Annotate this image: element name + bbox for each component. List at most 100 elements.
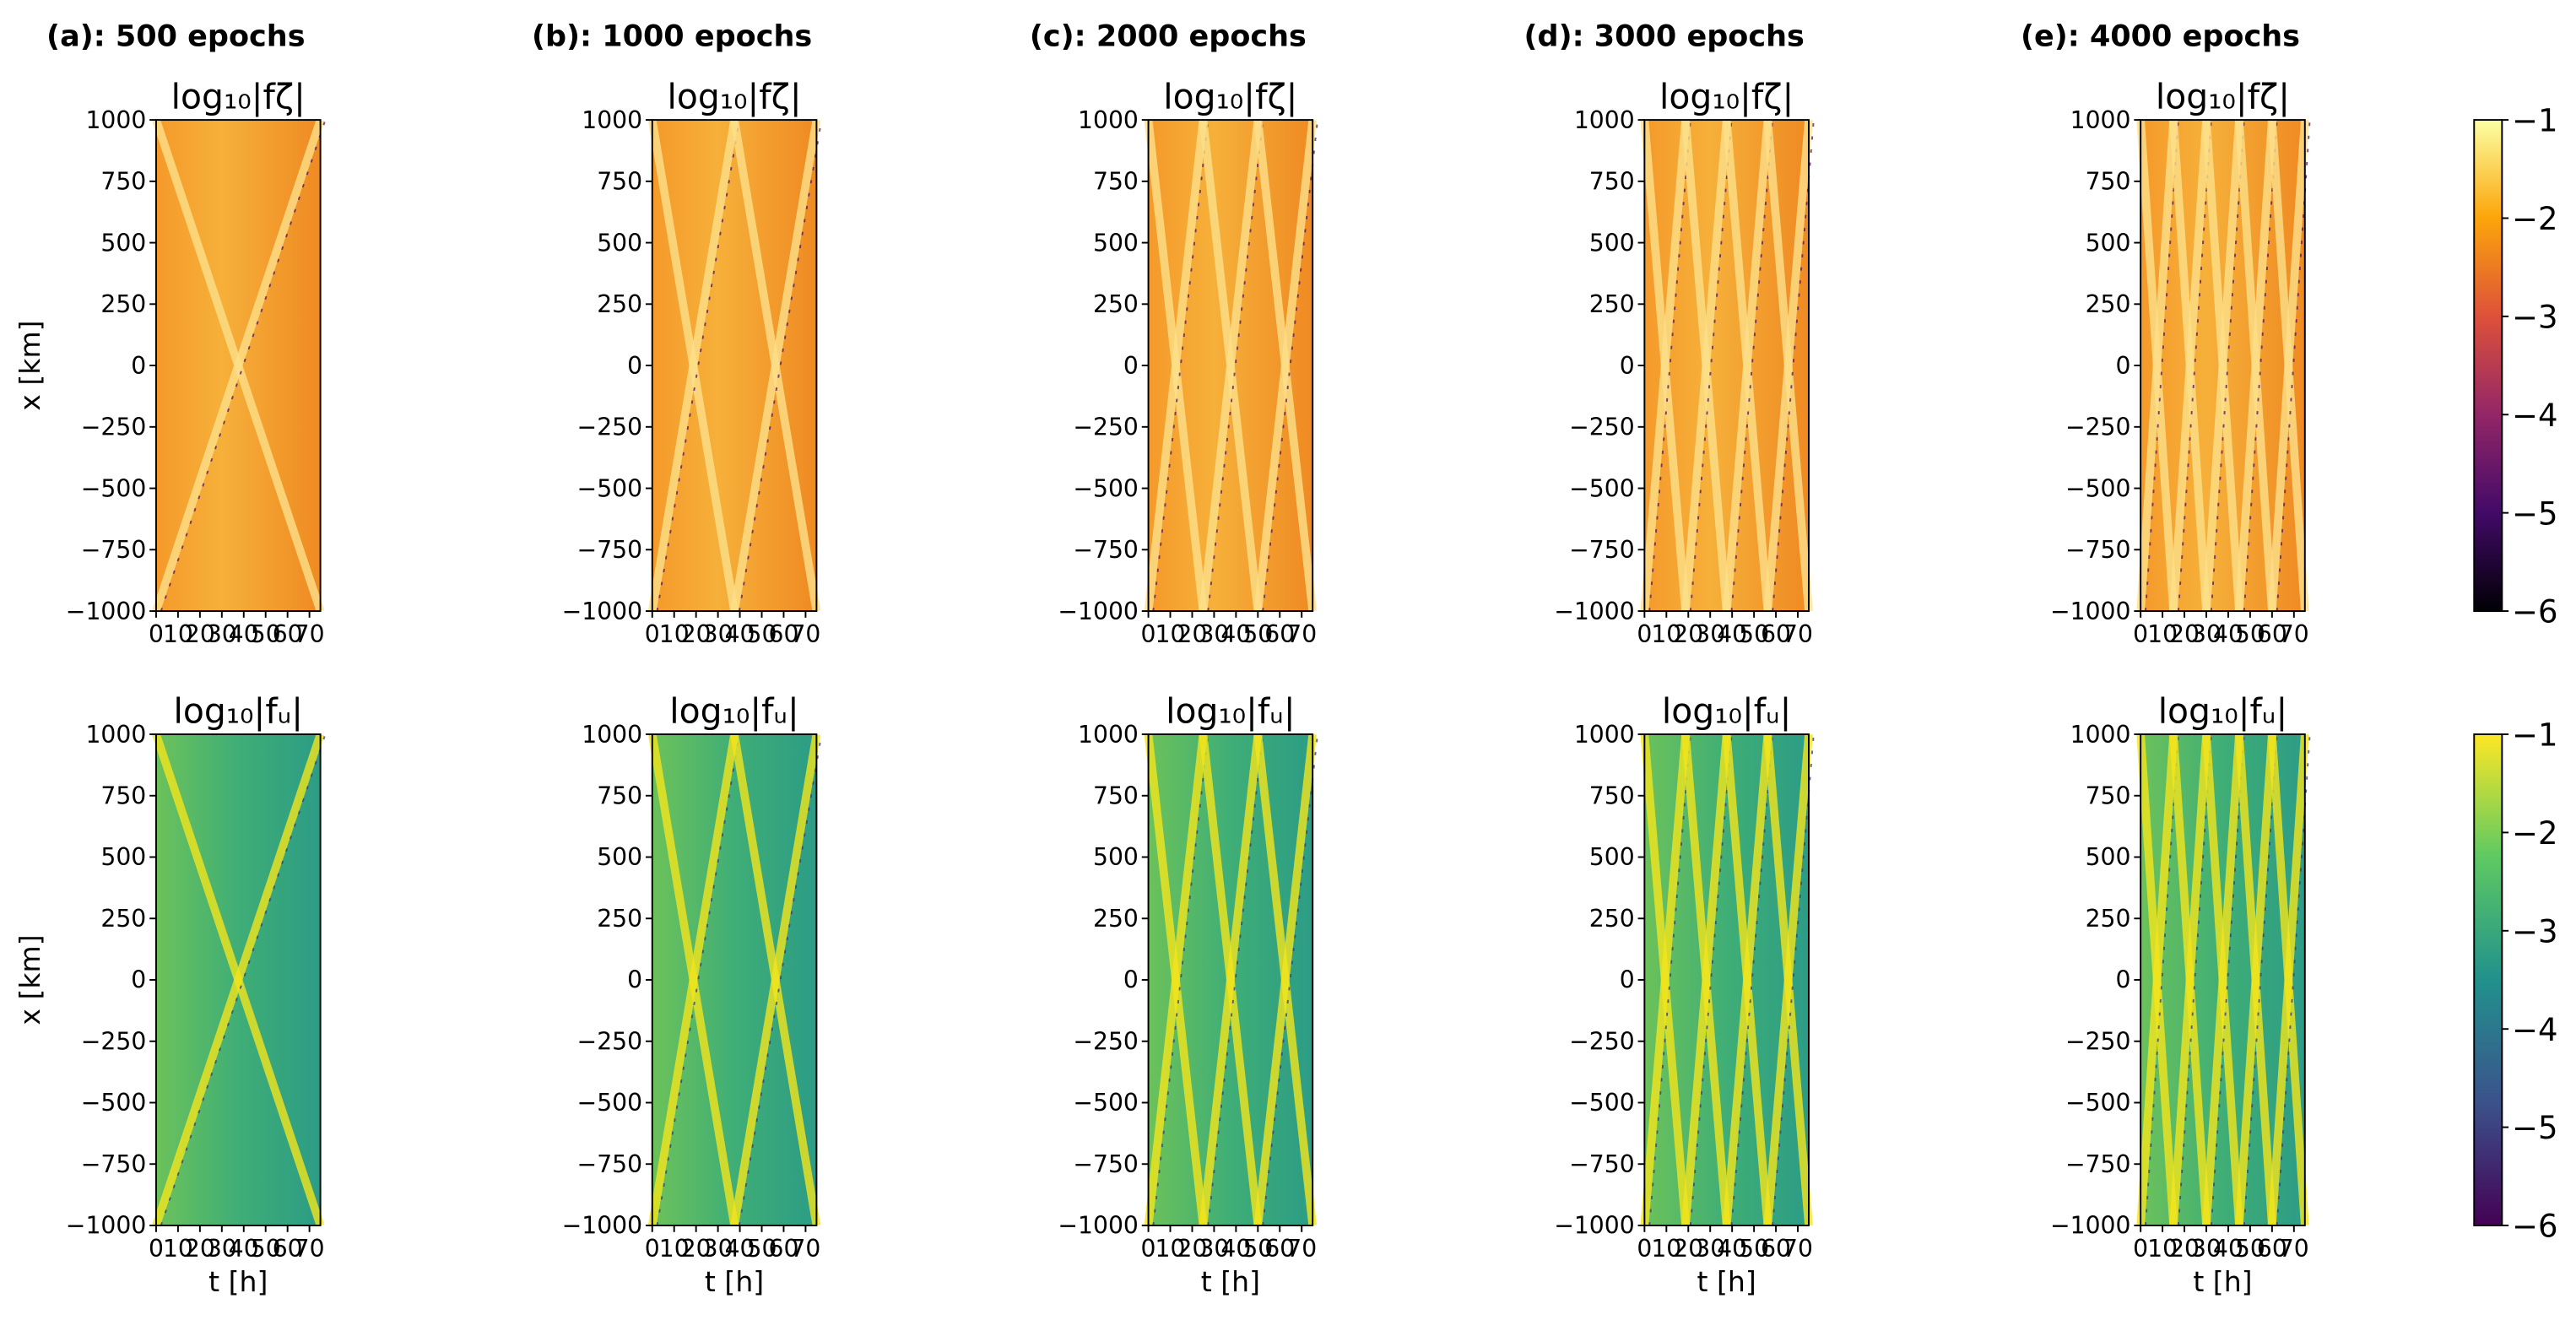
y-tick-label: −750 — [2065, 1150, 2131, 1178]
x-tick-label: 70 — [1286, 1235, 1317, 1263]
x-tick-label: 60 — [273, 1235, 303, 1263]
y-tick-label: 250 — [597, 290, 642, 318]
x-tick-label: 30 — [2191, 1235, 2222, 1263]
x-tick-label: 40 — [229, 1235, 259, 1263]
y-tick-label: −250 — [81, 1027, 147, 1055]
colorbar-tick-label: −4 — [2512, 1012, 2558, 1048]
field-stripe — [2268, 119, 2309, 612]
y-tick-label: −1000 — [1554, 598, 1634, 625]
panel-label: (a): 500 epochs — [46, 19, 306, 53]
x-tick-label: 50 — [747, 1235, 777, 1263]
field-pattern — [647, 733, 823, 1226]
y-tick-label: −750 — [1569, 536, 1635, 564]
y-tick-label: 500 — [2086, 229, 2131, 257]
y-tick-label: 1000 — [85, 106, 146, 134]
x-tick-label: 50 — [1739, 1235, 1769, 1263]
y-tick-label: −1000 — [66, 1212, 146, 1240]
y-tick-label: −500 — [81, 1089, 147, 1117]
field-stripe — [1640, 733, 1690, 1226]
x-tick-label: 50 — [747, 620, 777, 648]
y-tick-label: −750 — [577, 536, 643, 564]
x-tick-label: 20 — [185, 620, 215, 648]
x-axis-label: t [h] — [208, 1265, 268, 1298]
y-tick-label: 1000 — [1078, 106, 1139, 134]
x-tick-label: 60 — [273, 620, 303, 648]
panel-label: (d): 3000 epochs — [1524, 19, 1805, 53]
y-tick-label: 0 — [131, 966, 146, 994]
y-tick-label: 1000 — [582, 721, 642, 749]
field-stripe — [2169, 119, 2211, 612]
field-stripe — [1722, 733, 1772, 1226]
colorbar-tick-label: −2 — [2512, 815, 2558, 852]
colorbar-tick-label: −1 — [2512, 103, 2558, 139]
y-tick-label: 1000 — [2070, 106, 2131, 134]
x-tick-label: 0 — [1637, 1235, 1652, 1263]
x-tick-label: 60 — [769, 620, 799, 648]
x-tick-label: 10 — [659, 1235, 690, 1263]
y-tick-label: −1000 — [66, 598, 146, 625]
y-tick-label: 1000 — [85, 721, 146, 749]
field-stripe — [647, 119, 739, 612]
x-tick-label: 40 — [725, 1235, 755, 1263]
field-pattern — [2136, 119, 2311, 612]
y-tick-label: −1000 — [2050, 598, 2130, 625]
x-tick-label: 30 — [207, 620, 237, 648]
x-tick-label: 60 — [2257, 620, 2287, 648]
field-stripe — [1640, 119, 1690, 612]
y-tick-label: 500 — [1589, 843, 1635, 871]
subplot-title: log₁₀|fζ| — [1163, 76, 1297, 116]
x-tick-label: 50 — [2235, 620, 2265, 648]
field-stripe — [2136, 733, 2178, 1226]
y-tick-label: 750 — [100, 782, 146, 809]
field-pattern — [1144, 733, 1319, 1226]
y-tick-label: 250 — [1093, 290, 1139, 318]
colorbar-tick-label: −2 — [2512, 201, 2558, 237]
x-tick-label: 30 — [1199, 620, 1229, 648]
x-tick-label: 20 — [681, 620, 712, 648]
x-tick-label: 10 — [163, 1235, 193, 1263]
y-tick-label: 0 — [1620, 966, 1635, 994]
x-tick-label: 70 — [295, 1235, 325, 1263]
y-tick-label: 1000 — [1078, 721, 1139, 749]
field-node-line — [2177, 733, 2212, 1226]
heatmap-field — [652, 734, 817, 1225]
y-tick-label: 250 — [100, 905, 146, 933]
subplot-title: log₁₀|fζ| — [2156, 76, 2290, 116]
field-pattern — [1640, 733, 1815, 1226]
x-tick-label: 40 — [725, 620, 755, 648]
heatmap-field — [1644, 120, 1809, 612]
y-tick-label: −500 — [1569, 474, 1635, 502]
field-node-line — [2243, 120, 2278, 612]
x-tick-label: 40 — [2213, 1235, 2243, 1263]
panel-label: (c): 2000 epochs — [1030, 19, 1307, 53]
x-axis-label: t [h] — [1201, 1265, 1260, 1298]
y-axis-label: x [km] — [14, 934, 46, 1025]
y-tick-label: 250 — [1093, 905, 1139, 933]
y-tick-label: −250 — [1569, 1027, 1635, 1055]
x-tick-label: 10 — [2147, 620, 2178, 648]
y-tick-label: −750 — [2065, 536, 2131, 564]
field-node-line — [2210, 733, 2245, 1226]
y-tick-label: 0 — [1123, 352, 1139, 380]
x-tick-label: 30 — [207, 1235, 237, 1263]
y-tick-label: −750 — [577, 1150, 643, 1178]
y-tick-label: 250 — [1589, 905, 1635, 933]
y-tick-label: 250 — [1589, 290, 1635, 318]
colorbar — [2473, 733, 2503, 1226]
field-stripe — [1253, 119, 1318, 612]
y-tick-label: 750 — [100, 168, 146, 196]
x-tick-label: 60 — [1264, 1235, 1295, 1263]
x-tick-label: 50 — [1242, 620, 1273, 648]
x-tick-label: 30 — [703, 1235, 733, 1263]
x-tick-label: 60 — [769, 1235, 799, 1263]
x-tick-label: 10 — [2147, 1235, 2178, 1263]
field-stripe — [2202, 119, 2243, 612]
subplot-title: log₁₀|fᵤ| — [1662, 690, 1792, 731]
subplot-title: log₁₀|fᵤ| — [174, 690, 304, 731]
field-stripe — [647, 733, 739, 1226]
field-stripe — [2235, 733, 2276, 1226]
x-tick-label: 0 — [645, 1235, 660, 1263]
field-stripe — [1253, 733, 1318, 1226]
colorbar-tick-label: −1 — [2512, 717, 2558, 754]
x-tick-label: 0 — [645, 620, 660, 648]
